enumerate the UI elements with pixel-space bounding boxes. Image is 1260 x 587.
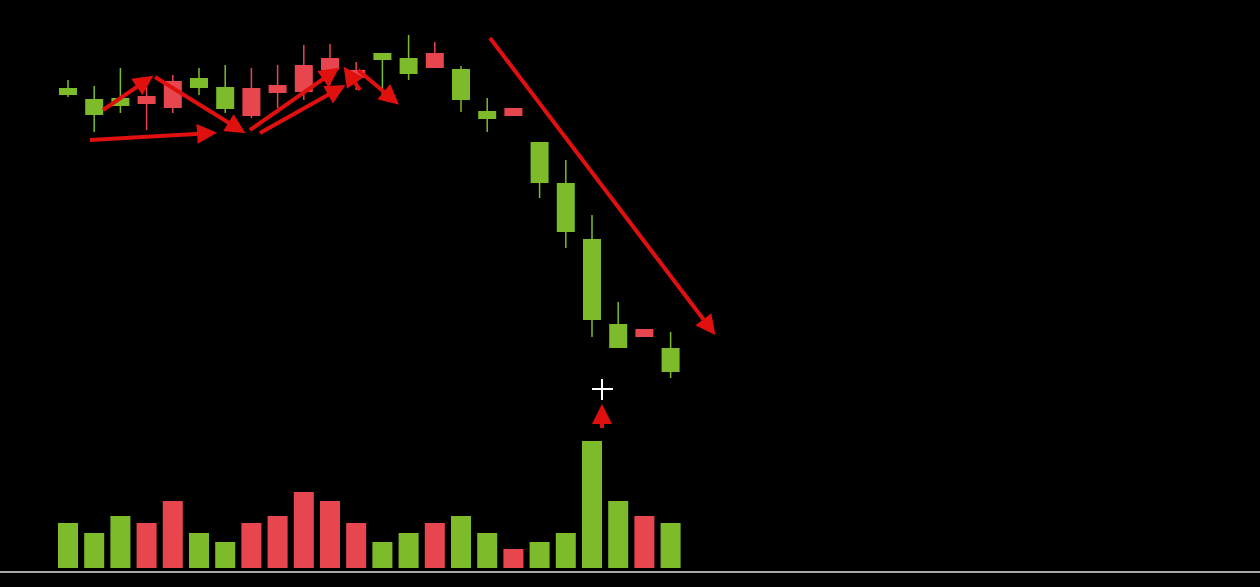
candle-body <box>216 87 235 109</box>
candle-body <box>583 239 601 320</box>
candle-body <box>321 58 339 70</box>
volume-bar <box>267 516 288 568</box>
candle-body <box>661 348 680 372</box>
volume-bar <box>136 523 157 568</box>
arrow <box>89 123 217 144</box>
volume-bar <box>503 549 524 568</box>
volume-bar <box>660 523 681 568</box>
candle-body <box>556 183 575 232</box>
volume-bar <box>608 501 629 568</box>
volume-bar <box>555 533 576 568</box>
volume-bar <box>346 523 367 568</box>
arrow <box>153 75 246 134</box>
candle-body <box>85 99 104 115</box>
arrow <box>343 66 364 92</box>
arrow <box>488 36 716 336</box>
candle-body <box>399 58 418 74</box>
candle-body <box>268 85 287 93</box>
candle-body <box>137 96 156 104</box>
volume-bar <box>84 533 105 568</box>
volume-bar <box>451 516 471 568</box>
volume-bar <box>241 523 262 568</box>
candles <box>58 35 681 568</box>
volume-bar <box>398 533 419 568</box>
candle-body <box>425 53 444 68</box>
volume-bar <box>110 516 131 568</box>
candle-body <box>163 81 182 108</box>
candle-body <box>59 88 77 95</box>
arrow <box>356 68 400 105</box>
candle-body <box>452 69 470 100</box>
arrow <box>101 75 154 112</box>
candle-body <box>111 98 130 106</box>
arrow <box>259 85 346 135</box>
volume-bar <box>189 533 209 568</box>
volume-bar <box>582 441 602 568</box>
candle-body <box>504 108 523 116</box>
volume-bar <box>529 542 550 568</box>
candle-body <box>609 324 628 348</box>
volume-bar <box>634 516 655 568</box>
volume-bar <box>215 542 236 568</box>
arrow <box>248 67 340 132</box>
crosshair <box>592 379 613 400</box>
candle-body <box>373 53 392 60</box>
candle-body <box>635 329 654 337</box>
volume-bar <box>372 542 393 568</box>
volume-bar <box>320 501 340 568</box>
volume-bar <box>58 523 78 568</box>
volume-bar <box>293 492 314 568</box>
candle-body <box>242 88 261 116</box>
candle-body <box>294 65 313 92</box>
candle-body <box>530 142 549 183</box>
candle-body <box>190 78 208 88</box>
volume-bar <box>477 533 498 568</box>
candle-body <box>478 111 497 119</box>
volume-bar <box>162 501 183 568</box>
volume-bar <box>424 523 445 568</box>
annotation-arrows <box>89 36 716 428</box>
